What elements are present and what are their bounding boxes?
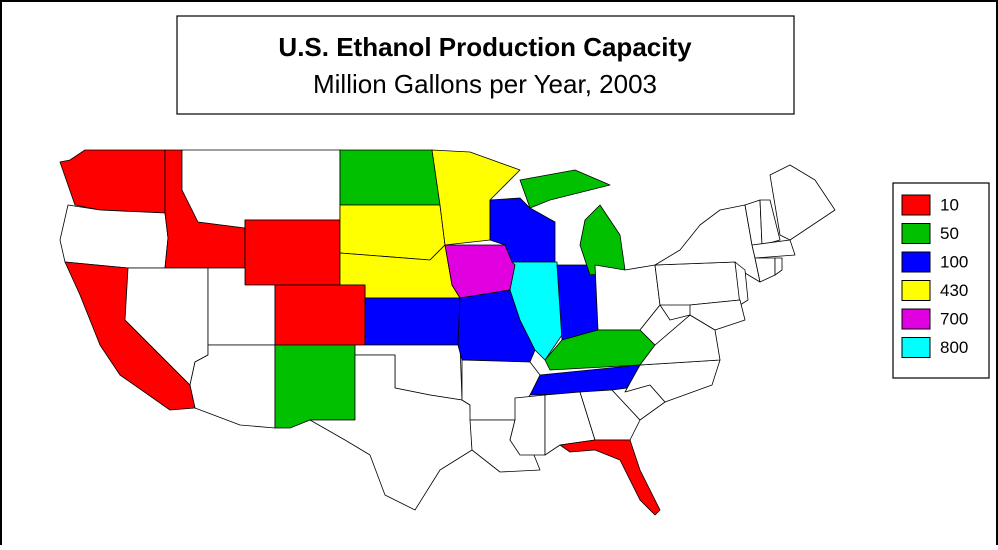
legend-label: 700 xyxy=(940,309,968,328)
title-box xyxy=(176,15,795,115)
legend-swatch xyxy=(901,223,931,244)
legend: 10 50 100 430 700 800 xyxy=(901,194,968,358)
state xyxy=(444,244,516,299)
legend-swatch xyxy=(901,308,931,330)
state xyxy=(244,219,341,286)
state xyxy=(59,204,169,269)
state xyxy=(59,149,166,214)
state xyxy=(274,344,356,429)
legend-label: 100 xyxy=(940,252,968,271)
state xyxy=(364,297,461,346)
state xyxy=(509,394,546,456)
legend-swatch xyxy=(901,337,931,358)
legend-label: 430 xyxy=(940,281,968,300)
map-title: U.S. Ethanol Production Capacity xyxy=(278,32,692,62)
state xyxy=(774,257,783,276)
state xyxy=(181,149,341,229)
map-subtitle: Million Gallons per Year, 2003 xyxy=(313,69,657,99)
state xyxy=(556,264,599,341)
state xyxy=(579,389,641,441)
state xyxy=(751,239,796,259)
state xyxy=(734,261,749,306)
state xyxy=(639,304,691,346)
legend-label: 10 xyxy=(940,195,959,214)
state xyxy=(274,284,366,346)
states xyxy=(59,149,836,516)
state xyxy=(759,199,781,246)
legend-swatch xyxy=(901,280,931,301)
state xyxy=(559,439,661,516)
legend-label: 800 xyxy=(940,338,968,357)
state xyxy=(689,299,746,331)
state xyxy=(519,169,611,209)
legend-swatch xyxy=(901,194,931,216)
legend-swatch xyxy=(901,251,931,273)
legend-label: 50 xyxy=(940,224,959,243)
state xyxy=(654,261,741,306)
state xyxy=(309,354,473,511)
state xyxy=(339,204,446,261)
state xyxy=(339,149,441,206)
state xyxy=(769,164,836,241)
